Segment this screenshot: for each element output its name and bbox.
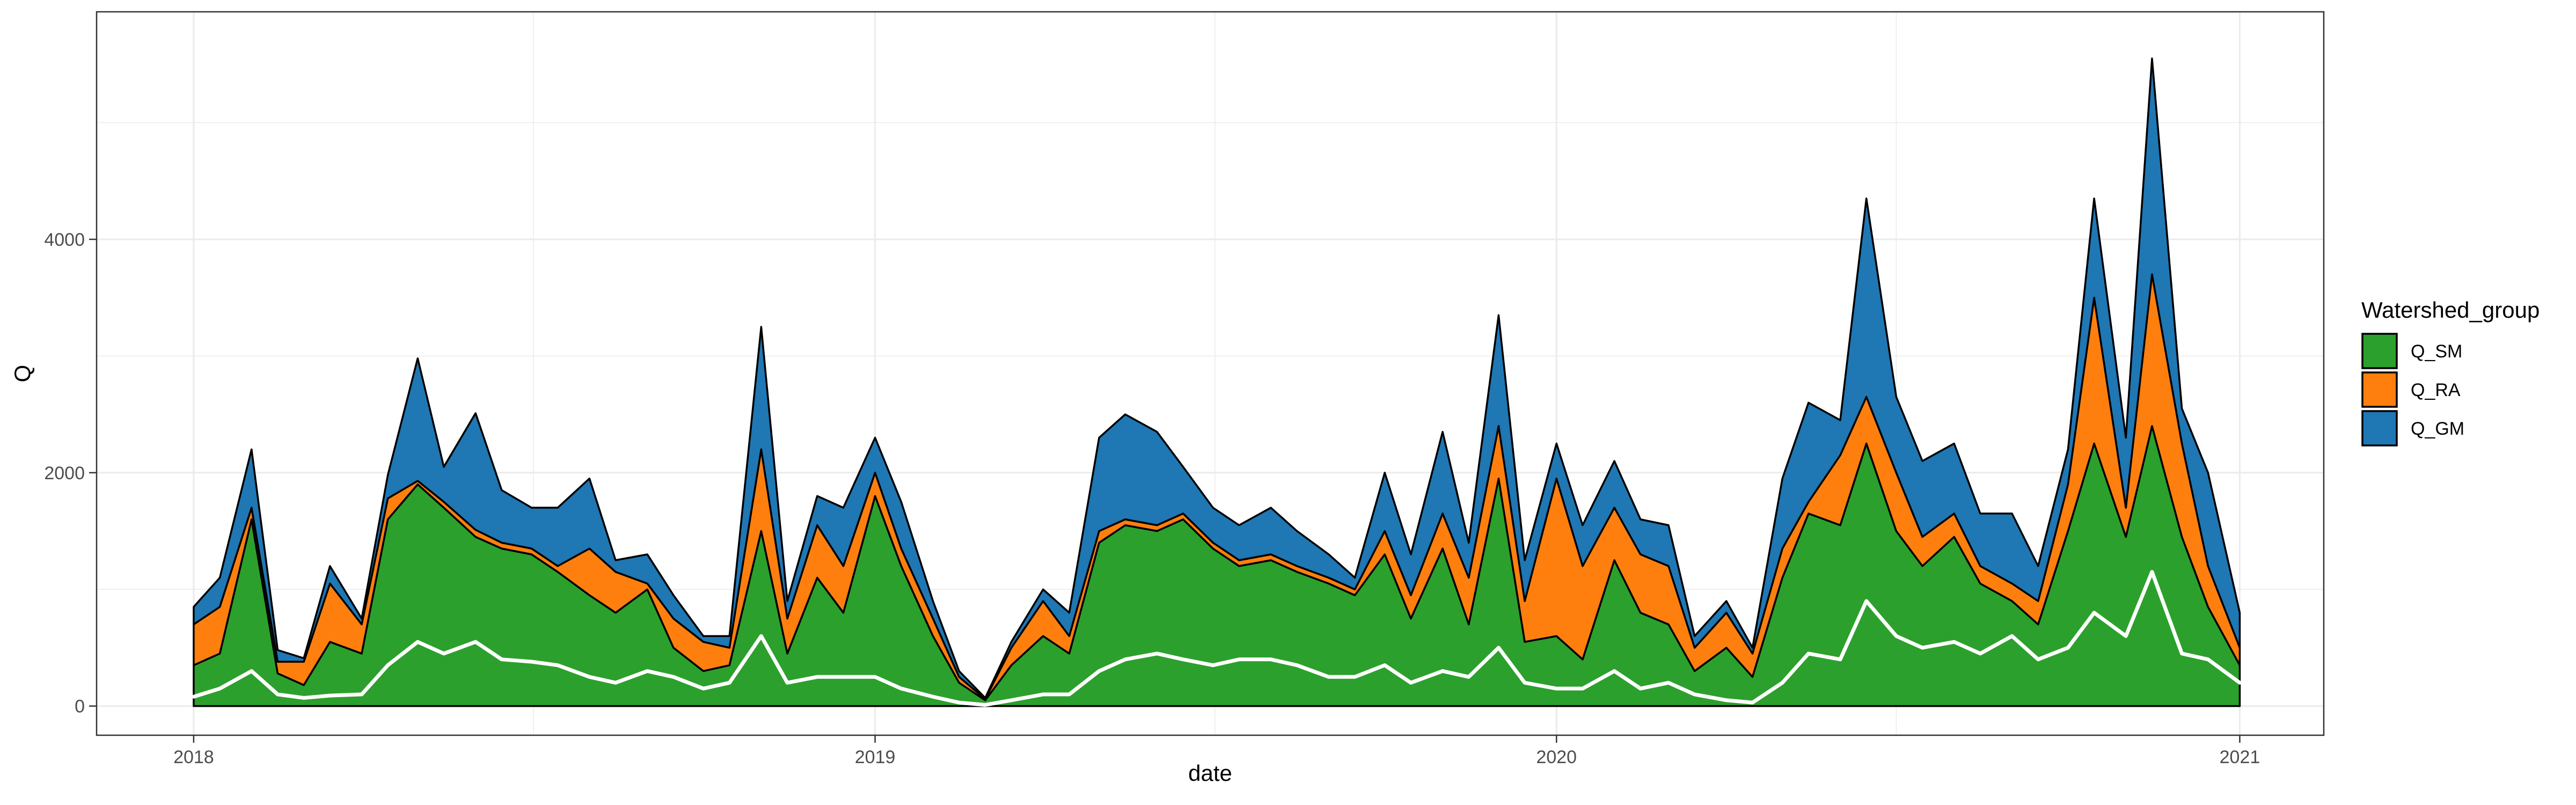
legend-title: Watershed_group <box>2361 297 2540 323</box>
overlay-line <box>192 570 2242 707</box>
y-tick-label: 0 <box>75 697 85 717</box>
y-axis: 0 2000 4000 <box>44 230 97 717</box>
area-q-gm <box>193 57 2241 700</box>
x-axis-title: date <box>1188 760 1232 786</box>
legend-swatch-q-sm <box>2361 333 2398 369</box>
legend: Watershed_group Q_SM Q_RA Q_GM <box>2361 297 2540 447</box>
legend-items: Q_SM Q_RA Q_GM <box>2361 333 2464 447</box>
y-tick-label: 4000 <box>44 230 85 250</box>
y-axis-title: Q <box>10 365 35 383</box>
legend-label-q-gm: Q_GM <box>2411 419 2464 439</box>
x-axis: 2018 2019 2020 2021 <box>173 735 2260 767</box>
x-tick-label: 2021 <box>2220 747 2260 767</box>
legend-label-q-sm: Q_SM <box>2411 341 2462 362</box>
legend-swatch-q-gm <box>2361 410 2398 447</box>
x-tick-label: 2020 <box>1536 747 1577 767</box>
legend-label-q-ra: Q_RA <box>2411 380 2461 400</box>
panel-border <box>96 11 2325 736</box>
legend-swatch-q-ra <box>2361 371 2398 408</box>
overlay-line-group <box>192 570 2242 707</box>
x-tick-label: 2018 <box>173 747 214 767</box>
y-tick-label: 2000 <box>44 463 85 484</box>
x-tick-label: 2019 <box>855 747 896 767</box>
stacked-areas <box>193 57 2241 707</box>
